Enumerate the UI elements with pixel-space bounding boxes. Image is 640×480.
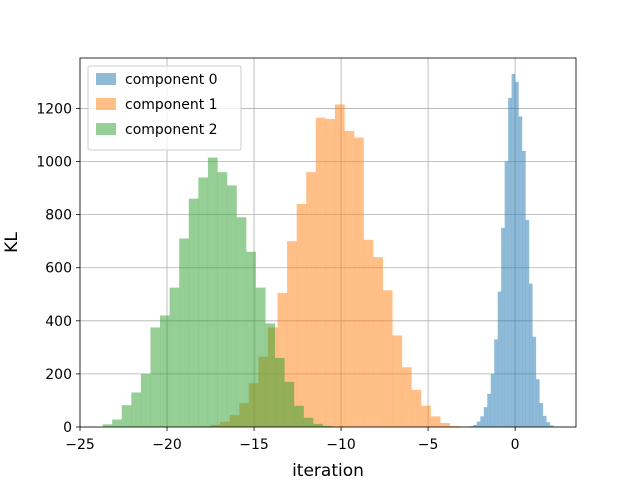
histogram-bar [227, 185, 237, 427]
histogram-bar [494, 339, 498, 427]
histogram-bar [150, 327, 161, 427]
histogram-bar [322, 425, 333, 427]
legend: component 0 component 1 component 2 [87, 65, 242, 151]
histogram-bar [121, 405, 132, 427]
bars-layer [102, 73, 558, 428]
histogram-bar [313, 423, 323, 427]
y-tick-label: 0 [63, 420, 72, 436]
histogram-bar [392, 335, 403, 427]
histogram-bar [255, 287, 266, 427]
histogram-bar [354, 137, 364, 427]
legend-swatch [96, 123, 116, 135]
y-tick-label: 1000 [36, 155, 72, 171]
histogram-bar [525, 219, 530, 427]
histogram-bar [546, 422, 551, 427]
histogram-bar [169, 287, 180, 427]
histogram-bar [539, 403, 544, 427]
histogram-bar [501, 227, 505, 427]
histogram-bar [529, 283, 533, 427]
series-2 [102, 157, 333, 427]
y-axis-label: KL [2, 232, 22, 253]
legend-label: component 2 [125, 122, 218, 138]
histogram-bar [373, 257, 383, 427]
histogram-bar [246, 251, 256, 427]
x-axis-label: iteration [292, 461, 364, 480]
legend-swatch [96, 98, 116, 110]
y-tick-label: 1200 [36, 101, 72, 117]
y-tick-label: 200 [45, 367, 72, 383]
x-tick-label: −10 [326, 437, 356, 453]
histogram-bar [334, 104, 345, 427]
histogram-bar [504, 161, 509, 427]
histogram-bar [112, 419, 122, 427]
histogram-bar [483, 407, 488, 427]
y-tick-label: 600 [45, 261, 72, 277]
x-tick-label: −25 [65, 437, 95, 453]
histogram-bar [296, 204, 307, 427]
series-0 [469, 73, 558, 428]
histogram-bar [487, 393, 491, 427]
histogram-bar [515, 81, 519, 427]
histogram-bar [188, 198, 199, 427]
histogram-bar [179, 238, 189, 427]
histogram-bar [344, 131, 355, 427]
y-tick-label: 400 [45, 314, 72, 330]
legend-label: component 0 [125, 72, 218, 88]
histogram-bar [294, 405, 304, 427]
histogram-bar [490, 373, 495, 427]
histogram-bar [265, 323, 276, 427]
histogram-bar [102, 424, 113, 427]
histogram-bar [440, 423, 450, 427]
y-tick-label: 800 [45, 208, 72, 224]
histogram-bar [315, 117, 326, 427]
histogram-bar [160, 315, 170, 427]
histogram-bar [476, 421, 481, 427]
histogram-bar [549, 425, 554, 427]
x-tick-label: −20 [152, 437, 182, 453]
histogram-bar [131, 392, 142, 427]
histogram-bar [421, 405, 431, 427]
x-tick-label: −15 [239, 437, 269, 453]
histogram-bar [306, 172, 316, 427]
histogram-bar [508, 97, 512, 428]
histogram-bar [284, 381, 295, 427]
ticks-layer: −25 −20 −15 −10 −5 0 0 200 400 600 800 1000 1200 [36, 101, 519, 453]
legend-swatch [96, 73, 116, 85]
plot-frame [79, 57, 577, 428]
x-tick-label: 0 [511, 437, 520, 453]
histogram-bar [480, 416, 484, 427]
histogram-bar [401, 367, 412, 427]
histogram-bar [449, 425, 460, 427]
histogram-bar [236, 217, 247, 427]
histogram-bar [207, 157, 218, 427]
histogram-bar [542, 415, 547, 427]
histogram-bar [532, 336, 537, 427]
histogram-bar [198, 177, 209, 427]
legend-entries: component 0 component 1 component 2 [96, 72, 218, 138]
histogram-bar [511, 73, 516, 428]
histogram-bar [382, 290, 393, 427]
histogram-bar [140, 373, 151, 427]
histogram-bar [518, 116, 523, 427]
x-tick-label: −5 [418, 437, 439, 453]
histogram-bar [363, 239, 374, 427]
histogram-bar [497, 291, 502, 427]
legend-label: component 1 [125, 97, 218, 113]
histogram-bar [303, 417, 314, 427]
legend-box [87, 65, 242, 151]
histogram-bar [535, 379, 540, 427]
histogram-bar [473, 424, 477, 427]
histogram-bar [274, 357, 285, 427]
histogram-bar [325, 119, 336, 427]
histogram-bar [522, 150, 526, 427]
histogram-bar [430, 416, 441, 427]
histogram-bar [217, 172, 228, 427]
histogram-bar [411, 389, 422, 427]
histogram-bar [287, 241, 297, 427]
